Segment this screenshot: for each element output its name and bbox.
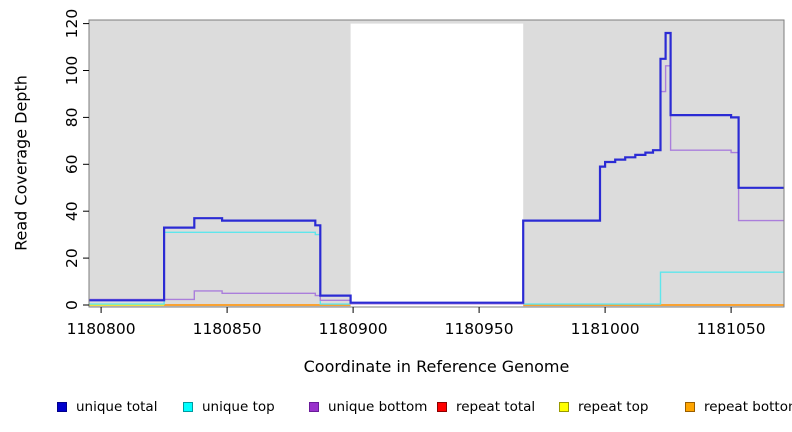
y-tick-label: 20 xyxy=(63,248,81,268)
series-unique-total xyxy=(89,31,784,304)
y-tick-label: 120 xyxy=(63,9,81,39)
legend-item-repeat-total: repeat total xyxy=(437,398,536,415)
y-tick-label: 40 xyxy=(63,201,81,221)
legend-label: unique total xyxy=(76,398,158,415)
legend-label: unique bottom xyxy=(328,398,428,415)
legend-swatch-repeat-total xyxy=(437,401,447,412)
x-tick-label: 1180850 xyxy=(193,320,262,338)
legend-item-unique-bottom: unique bottom xyxy=(309,398,428,415)
legend-label: unique top xyxy=(202,398,275,415)
x-tick-label: 1180900 xyxy=(319,320,388,338)
legend-label: repeat bottom xyxy=(704,398,792,415)
y-tick-label: 80 xyxy=(63,108,81,128)
legend-item-repeat-bottom: repeat bottom xyxy=(685,398,792,415)
legend-swatch-unique-bottom xyxy=(309,401,319,412)
legend-swatch-repeat-top xyxy=(559,401,569,412)
legend-item-unique-total: unique total xyxy=(57,398,158,415)
legend-swatch-unique-total xyxy=(57,401,67,412)
masked-white-region xyxy=(350,23,524,307)
x-axis-title: Coordinate in Reference Genome xyxy=(303,357,570,376)
plot-box-border xyxy=(88,19,785,308)
legend-label: repeat top xyxy=(578,398,649,415)
x-tick-label: 1181050 xyxy=(697,320,766,338)
y-tick-label: 60 xyxy=(63,154,81,174)
y-tick-label: 0 xyxy=(63,300,81,310)
x-tick-label: 1180800 xyxy=(67,320,136,338)
plot-area: 1180800 1180850 1180900 1180950 1181000 11810… xyxy=(63,9,785,338)
y-tick-label: 100 xyxy=(63,56,81,86)
legend-item-repeat-top: repeat top xyxy=(559,398,649,415)
y-axis-title: Read Coverage Depth xyxy=(11,75,31,251)
legend-item-unique-top: unique top xyxy=(183,398,275,415)
legend-label: repeat total xyxy=(456,398,536,415)
legend-swatch-repeat-bottom xyxy=(685,401,695,412)
x-tick-label: 1180950 xyxy=(445,320,514,338)
legend-swatch-unique-top xyxy=(183,401,193,412)
x-tick-label: 1181000 xyxy=(571,320,640,338)
